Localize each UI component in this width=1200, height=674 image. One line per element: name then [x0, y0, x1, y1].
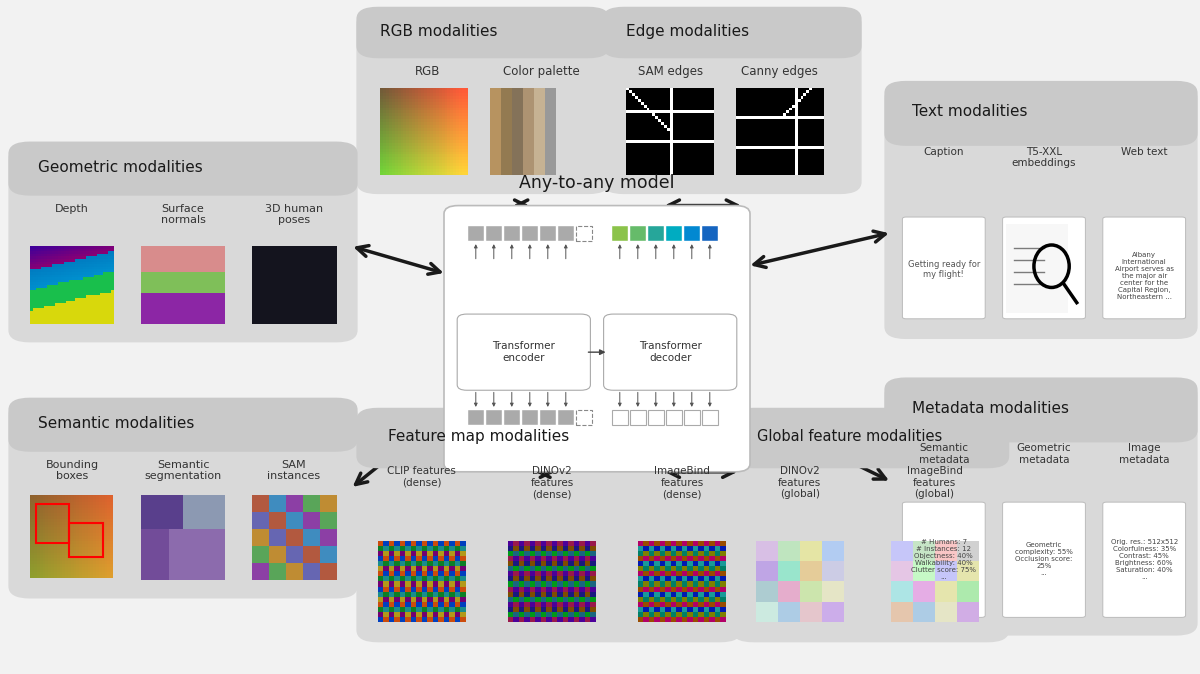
Text: Geometric
metadata: Geometric metadata [1016, 443, 1072, 465]
FancyBboxPatch shape [356, 408, 742, 468]
Text: Text modalities: Text modalities [912, 104, 1027, 119]
Text: Transformer
encoder: Transformer encoder [492, 341, 556, 363]
Bar [630, 410, 646, 425]
Bar [504, 410, 520, 425]
FancyBboxPatch shape [356, 11, 610, 194]
FancyBboxPatch shape [8, 142, 358, 195]
Text: Color palette: Color palette [503, 65, 580, 78]
Bar [666, 226, 682, 241]
Text: Semantic modalities: Semantic modalities [38, 416, 194, 431]
Text: DINOv2
features
(dense): DINOv2 features (dense) [530, 466, 574, 499]
Bar [666, 410, 682, 425]
Text: Bounding
boxes: Bounding boxes [46, 460, 98, 481]
Bar [702, 226, 718, 241]
Bar [576, 226, 592, 241]
Text: Transformer
decoder: Transformer decoder [638, 341, 702, 363]
FancyBboxPatch shape [457, 314, 590, 390]
Text: Image
metadata: Image metadata [1118, 443, 1170, 465]
Text: Albany
International
Airport serves as
the major air
center for the
Capital Regi: Albany International Airport serves as t… [1115, 252, 1174, 301]
FancyBboxPatch shape [356, 412, 742, 642]
Bar [576, 410, 592, 425]
Text: 3D human
poses: 3D human poses [265, 204, 323, 225]
Bar [744, 418, 997, 463]
FancyBboxPatch shape [884, 377, 1198, 442]
Text: Geometric modalities: Geometric modalities [38, 160, 203, 175]
Bar [468, 410, 484, 425]
Text: Global feature modalities: Global feature modalities [757, 429, 942, 444]
Bar [630, 226, 646, 241]
Bar [504, 226, 520, 241]
FancyBboxPatch shape [732, 412, 1009, 642]
Text: CLIP features
(dense): CLIP features (dense) [388, 466, 456, 488]
Text: SAM edges: SAM edges [637, 65, 703, 78]
Bar [20, 152, 346, 190]
FancyBboxPatch shape [884, 86, 1198, 339]
Text: Getting ready for
my flight!: Getting ready for my flight! [907, 260, 980, 279]
FancyBboxPatch shape [8, 402, 358, 599]
Bar [540, 226, 556, 241]
FancyBboxPatch shape [444, 206, 750, 472]
Text: Web text: Web text [1121, 147, 1168, 157]
Bar [896, 91, 1186, 140]
Text: Semantic
metadata: Semantic metadata [918, 443, 970, 465]
FancyBboxPatch shape [1003, 502, 1086, 617]
Text: Any-to-any model: Any-to-any model [520, 174, 674, 192]
Text: Semantic
segmentation: Semantic segmentation [144, 460, 222, 481]
FancyBboxPatch shape [602, 11, 862, 194]
Bar [684, 410, 700, 425]
Bar [20, 408, 346, 446]
Text: Depth: Depth [55, 204, 89, 214]
Bar [684, 226, 700, 241]
Bar [612, 410, 628, 425]
Bar [558, 410, 574, 425]
Text: Orig. res.: 512x512
Colorfulness: 35%
Contrast: 45%
Brightness: 60%
Saturation: : Orig. res.: 512x512 Colorfulness: 35% Co… [1110, 539, 1178, 580]
FancyBboxPatch shape [884, 81, 1198, 146]
Text: Metadata modalities: Metadata modalities [912, 401, 1069, 416]
Bar [486, 410, 502, 425]
Text: SAM
instances: SAM instances [268, 460, 320, 481]
Bar [612, 226, 628, 241]
Bar [614, 17, 850, 53]
FancyBboxPatch shape [356, 7, 610, 58]
FancyBboxPatch shape [884, 382, 1198, 636]
Bar [702, 410, 718, 425]
Bar [522, 226, 538, 241]
Text: Caption: Caption [924, 147, 964, 157]
Text: ImageBind
features
(dense): ImageBind features (dense) [654, 466, 710, 499]
FancyBboxPatch shape [8, 146, 358, 342]
Bar [896, 388, 1186, 437]
FancyBboxPatch shape [1003, 217, 1086, 319]
Bar [540, 410, 556, 425]
Text: Feature map modalities: Feature map modalities [388, 429, 569, 444]
FancyBboxPatch shape [602, 7, 862, 58]
Text: T5-XXL
embeddings: T5-XXL embeddings [1012, 147, 1076, 168]
FancyBboxPatch shape [1103, 502, 1186, 617]
Text: Canny edges: Canny edges [740, 65, 818, 78]
FancyBboxPatch shape [902, 502, 985, 617]
Text: RGB: RGB [415, 65, 440, 78]
Bar [486, 226, 502, 241]
Text: Edge modalities: Edge modalities [626, 24, 750, 39]
Bar [368, 17, 598, 53]
Text: Geometric
complexity: 55%
Occlusion score:
25%
...: Geometric complexity: 55% Occlusion scor… [1015, 543, 1073, 576]
Text: RGB modalities: RGB modalities [380, 24, 498, 39]
Bar [648, 226, 664, 241]
Bar [648, 410, 664, 425]
Text: DINOv2
features
(global): DINOv2 features (global) [778, 466, 822, 499]
FancyBboxPatch shape [604, 314, 737, 390]
FancyBboxPatch shape [902, 217, 985, 319]
FancyBboxPatch shape [732, 408, 1009, 468]
Bar [558, 226, 574, 241]
Text: # Humans: 7
# Instances: 12
Objectness: 40%
Walkability: 40%
Clutter score: 75%
: # Humans: 7 # Instances: 12 Objectness: … [911, 539, 977, 580]
FancyBboxPatch shape [8, 398, 358, 452]
FancyBboxPatch shape [1103, 217, 1186, 319]
Text: ImageBind
features
(global): ImageBind features (global) [906, 466, 962, 499]
Bar [368, 418, 730, 463]
Text: Surface
normals: Surface normals [161, 204, 205, 225]
Bar [522, 410, 538, 425]
Bar [468, 226, 484, 241]
